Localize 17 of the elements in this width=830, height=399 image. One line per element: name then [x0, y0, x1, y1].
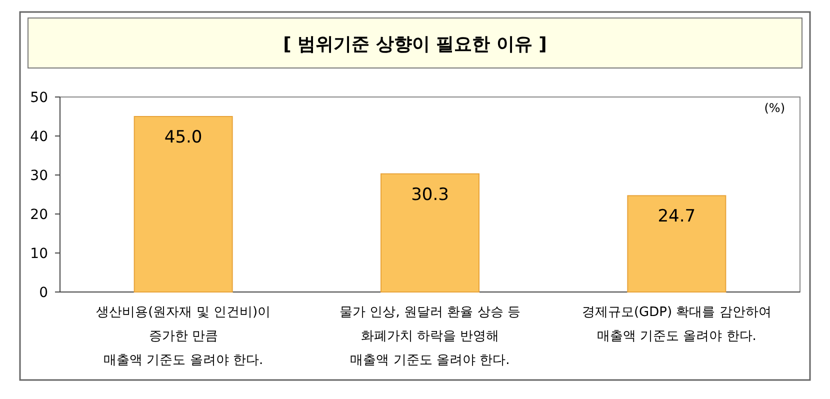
bar: [134, 116, 233, 292]
x-tick-label: 물가 인상, 원달러 환율 상승 등 화폐가치 하락을 반영해 매출액 기준도 올려야 한다.: [340, 305, 520, 368]
x-tick-label: 생산비용(원자재 및 인건비)이 증가한 만큼 매출액 기준도 올려야 한다.: [96, 305, 271, 368]
data-label: 24.7: [658, 206, 696, 227]
annotation: (%): [764, 101, 785, 115]
bar: [627, 195, 726, 292]
y-tick-label: 10: [30, 246, 48, 262]
y-tick-label: 0: [39, 285, 48, 301]
data-label: 30.3: [411, 184, 449, 205]
data-label: 45.0: [164, 128, 202, 148]
y-tick-label: 30: [30, 168, 48, 184]
y-tick-label: 40: [30, 129, 48, 145]
y-tick-label: 50: [30, 90, 48, 106]
x-tick-label: 경제규모(GDP) 확대를 감안하여 매출액 기준도 올려야 한다.: [582, 305, 772, 344]
y-tick-label: 20: [30, 207, 48, 223]
bar: [380, 173, 480, 292]
chart-title: [ 범위기준 상향이 필요한 이유 ]: [283, 34, 547, 55]
